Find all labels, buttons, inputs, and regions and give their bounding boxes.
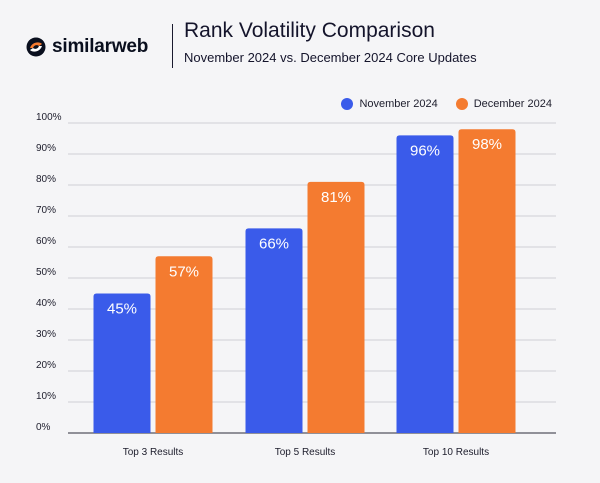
data-label: 57% [169,263,199,280]
legend-item-november: November 2024 [341,98,438,110]
y-tick-label: 30% [36,329,56,340]
y-tick-label: 40% [36,298,56,309]
similarweb-logo-icon [26,37,46,57]
data-label: 66% [259,235,289,252]
bar-december [458,129,516,433]
data-label: 81% [321,189,351,206]
y-tick-label: 90% [36,143,56,154]
chart-header: similarweb Rank Volatility Comparison No… [0,0,600,90]
y-tick-label: 20% [36,360,56,371]
header-divider [172,24,173,68]
y-tick-label: 100% [36,112,62,123]
legend-swatch-december [455,98,468,110]
chart-title: Rank Volatility Comparison [184,19,435,42]
y-tick-label: 70% [36,205,56,216]
legend-label-november: November 2024 [359,98,438,110]
data-label: 45% [107,301,137,318]
brand-name: similarweb [52,36,149,57]
chart-legend: November 2024 December 2024 [341,98,552,110]
bar-december [155,256,213,433]
legend-item-december: December 2024 [455,98,552,110]
y-tick-label: 0% [36,422,51,433]
y-tick-label: 60% [36,236,56,247]
data-label: 96% [410,142,440,159]
y-tick-label: 10% [36,391,56,402]
brand-logo: similarweb [26,36,148,58]
y-tick-label: 80% [36,174,56,185]
data-label: 98% [472,136,502,153]
bar-november [245,228,303,433]
legend-swatch-november [341,98,354,110]
x-category-label: Top 10 Results [423,447,489,458]
bar-november [396,135,454,433]
x-category-label: Top 5 Results [275,447,336,458]
chart-subtitle: November 2024 vs. December 2024 Core Upd… [184,50,477,65]
legend-label-december: December 2024 [473,98,552,110]
y-tick-label: 50% [36,267,56,278]
x-category-label: Top 3 Results [123,447,184,458]
bar-november [93,293,151,433]
bar-december [307,181,365,433]
